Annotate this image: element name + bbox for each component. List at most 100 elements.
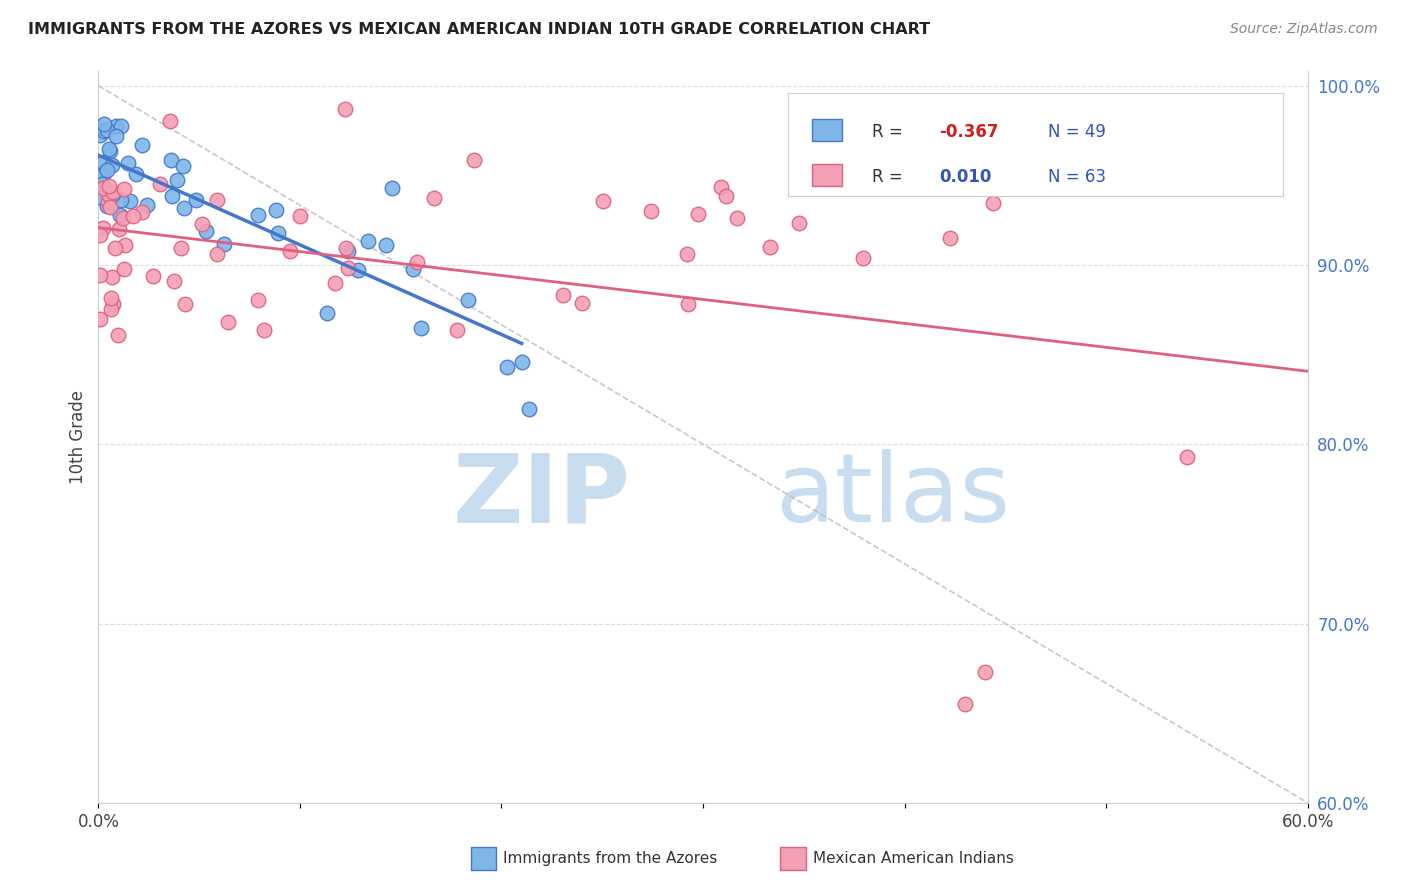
Point [91,169,114,183]
Point [186,193,208,207]
Point [101,185,124,199]
Point [93,124,115,138]
Point [91,177,114,191]
Point [96,186,118,201]
Text: R =: R = [872,123,908,141]
Point [851,252,873,266]
Y-axis label: 10th Grade: 10th Grade [69,390,87,484]
Point [758,240,780,254]
Point [163,275,186,289]
Point [97,179,120,194]
Point [278,244,301,259]
Point [136,198,159,212]
Point [142,268,165,283]
Point [981,195,1004,210]
Point [205,247,228,261]
Point [96,163,118,178]
Point [89,128,111,142]
Point [112,261,135,276]
Point [91,181,114,195]
Point [787,216,810,230]
Point [107,328,129,343]
Point [675,247,697,261]
Point [93,117,115,131]
Point [264,203,287,218]
Point [463,153,485,167]
Text: R =: R = [872,169,914,186]
Point [212,237,235,252]
Point [131,204,153,219]
Point [1175,450,1198,464]
Point [953,697,976,711]
Text: N = 49: N = 49 [1047,123,1105,141]
Point [96,199,118,213]
Point [104,128,127,143]
Point [89,190,111,204]
Point [160,153,183,167]
Point [112,211,135,225]
Point [96,123,118,137]
FancyBboxPatch shape [787,94,1284,195]
Point [510,355,533,369]
Point [101,186,124,201]
Text: Source: ZipAtlas.com: Source: ZipAtlas.com [1230,22,1378,37]
Point [110,194,132,208]
Point [121,209,143,223]
Point [131,138,153,153]
Point [112,182,135,196]
Point [104,241,127,255]
Point [939,231,962,245]
Point [686,207,709,221]
Text: Immigrants from the Azores: Immigrants from the Azores [503,852,717,866]
Point [207,194,229,208]
Point [160,189,183,203]
Point [98,200,121,214]
Point [110,208,132,222]
Point [409,321,432,335]
Point [100,301,122,316]
Point [110,119,132,133]
Point [91,155,114,169]
Point [91,123,114,137]
Point [714,189,737,203]
Point [337,244,360,259]
Point [640,204,662,219]
Point [374,238,396,252]
Point [174,296,197,310]
Point [676,297,699,311]
Point [100,291,122,305]
Point [423,191,446,205]
Point [551,288,574,302]
Text: atlas: atlas [776,449,1011,542]
FancyBboxPatch shape [811,119,842,141]
Text: IMMIGRANTS FROM THE AZORES VS MEXICAN AMERICAN INDIAN 10TH GRADE CORRELATION CHA: IMMIGRANTS FROM THE AZORES VS MEXICAN AM… [28,22,931,37]
Point [120,194,142,208]
Point [101,158,124,172]
Point [347,262,370,277]
Point [323,277,346,291]
Text: Mexican American Indians: Mexican American Indians [813,852,1014,866]
Text: -0.367: -0.367 [939,123,998,141]
Point [103,297,125,311]
Point [166,173,188,187]
Point [91,165,114,179]
Point [194,224,217,238]
Point [267,226,290,240]
Point [446,323,468,337]
Point [101,269,124,284]
Point [105,120,128,134]
Point [517,402,540,417]
Point [124,167,146,181]
Point [405,254,427,268]
Point [169,241,191,255]
Point [191,217,214,231]
Point [246,293,269,307]
Point [457,293,479,308]
FancyBboxPatch shape [811,164,842,186]
Point [290,209,312,223]
Point [316,306,339,320]
Point [98,145,121,159]
Point [107,222,129,236]
Point [172,159,194,173]
Point [357,234,380,248]
